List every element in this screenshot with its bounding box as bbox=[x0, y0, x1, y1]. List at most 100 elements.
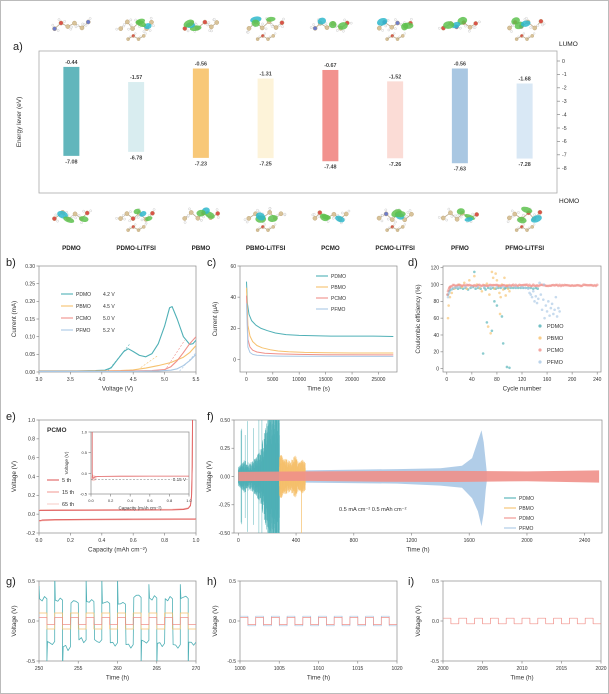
current-time-chart: 0 5000 10000 15000 20000 25000 0 20 40 60 Time (s)… bbox=[212, 264, 398, 392]
noise-PBMO bbox=[279, 454, 306, 533]
svg-text:120: 120 bbox=[431, 265, 440, 271]
svg-text:1000: 1000 bbox=[234, 666, 245, 672]
molecule-glyph bbox=[376, 17, 414, 41]
svg-text:-3: -3 bbox=[562, 99, 567, 105]
svg-text:1015: 1015 bbox=[352, 666, 363, 672]
svg-text:0.5: 0.5 bbox=[81, 450, 87, 455]
svg-text:0.6: 0.6 bbox=[147, 498, 153, 503]
svg-text:PFMO: PFMO bbox=[547, 360, 564, 366]
svg-text:0.5: 0.5 bbox=[432, 579, 439, 585]
molecule-glyph bbox=[51, 17, 92, 32]
svg-text:Time (h): Time (h) bbox=[106, 674, 129, 681]
series-group bbox=[238, 420, 600, 533]
svg-text:Voltage (V): Voltage (V) bbox=[415, 605, 422, 636]
series-PCMO bbox=[240, 617, 397, 625]
panel-label-i: i) bbox=[408, 576, 415, 588]
svg-text:0.0: 0.0 bbox=[88, 498, 94, 503]
molecule-glyph bbox=[182, 18, 220, 33]
svg-text:0.10: 0.10 bbox=[25, 334, 35, 340]
svg-text:10000: 10000 bbox=[292, 377, 306, 383]
svg-text:5.0 V: 5.0 V bbox=[103, 316, 115, 322]
svg-text:5.0: 5.0 bbox=[161, 377, 168, 383]
svg-text:4.0: 4.0 bbox=[98, 377, 105, 383]
panel-label-g: g) bbox=[6, 576, 16, 588]
series-PCMO bbox=[39, 336, 196, 372]
molecule-glyph bbox=[115, 208, 156, 232]
svg-text:-7.48: -7.48 bbox=[324, 165, 336, 171]
svg-text:20: 20 bbox=[433, 350, 439, 356]
svg-text:PBMO: PBMO bbox=[547, 336, 564, 342]
svg-text:40: 40 bbox=[230, 295, 236, 301]
svg-text:20: 20 bbox=[230, 326, 236, 332]
svg-text:PCMO: PCMO bbox=[331, 296, 346, 302]
svg-text:0.30: 0.30 bbox=[25, 264, 35, 270]
svg-text:-6: -6 bbox=[562, 139, 567, 145]
svg-text:265: 265 bbox=[153, 666, 162, 672]
svg-text:0.5 mA cm⁻² 0.5 mAh cm⁻²: 0.5 mA cm⁻² 0.5 mAh cm⁻² bbox=[339, 507, 407, 513]
svg-text:4.2 V: 4.2 V bbox=[103, 292, 115, 298]
svg-text:0: 0 bbox=[562, 59, 565, 65]
svg-text:Voltage (V): Voltage (V) bbox=[206, 461, 213, 492]
svg-text:2010: 2010 bbox=[516, 666, 527, 672]
svg-text:0.2: 0.2 bbox=[67, 538, 74, 544]
svg-text:PFMO: PFMO bbox=[451, 245, 469, 252]
molecule-glyph bbox=[246, 16, 285, 41]
svg-text:2000: 2000 bbox=[437, 666, 448, 672]
svg-text:0.50: 0.50 bbox=[220, 418, 230, 424]
molecule-glyph bbox=[376, 208, 414, 232]
series-group bbox=[39, 420, 196, 522]
svg-text:0.0: 0.0 bbox=[432, 619, 439, 625]
svg-text:PFMO-LiTFSI: PFMO-LiTFSI bbox=[505, 245, 544, 252]
axes: 2000 2005 2010 2015 2020 -0.5 0.0 0.5 Time (h) Vo… bbox=[415, 579, 607, 682]
series-group bbox=[443, 617, 601, 625]
svg-text:0.00: 0.00 bbox=[220, 474, 230, 480]
svg-text:5.5: 5.5 bbox=[193, 377, 200, 383]
series-group bbox=[39, 306, 196, 372]
svg-text:-0.5: -0.5 bbox=[26, 659, 35, 665]
svg-text:PBMO: PBMO bbox=[519, 506, 534, 512]
svg-text:15 th: 15 th bbox=[62, 490, 74, 496]
panel-d-coulombic-efficiency: 0 40 80 120 160 200 240 0 20 40 60 80 100 120 Cycle nu… bbox=[405, 254, 608, 406]
panel-h-cycling-zoom-1000: 1000 1005 1010 1015 1020 -0.5 0.0 0.5 Time (h) Vo… bbox=[204, 573, 405, 693]
panel-label-d: d) bbox=[408, 257, 418, 269]
svg-text:-4: -4 bbox=[562, 112, 567, 118]
svg-text:0.6: 0.6 bbox=[130, 538, 137, 544]
svg-text:PFMO: PFMO bbox=[519, 526, 534, 532]
cycling-zoom-chart-g: 250 255 260 265 270 -0.5 0.0 0.5 Time (h) Voltage… bbox=[11, 579, 200, 682]
svg-text:PCMO: PCMO bbox=[76, 316, 91, 322]
svg-text:0.4: 0.4 bbox=[28, 474, 35, 480]
svg-text:Time (h): Time (h) bbox=[307, 674, 330, 681]
svg-text:1.0: 1.0 bbox=[81, 429, 87, 434]
svg-text:Voltage (V): Voltage (V) bbox=[102, 385, 133, 392]
band-PDMO-2 bbox=[238, 470, 600, 483]
series-group bbox=[39, 581, 196, 661]
svg-text:Time (h): Time (h) bbox=[510, 674, 533, 681]
svg-text:2015: 2015 bbox=[556, 666, 567, 672]
svg-text:Voltage (V): Voltage (V) bbox=[11, 461, 18, 492]
svg-text:40: 40 bbox=[469, 377, 475, 383]
svg-text:0.8: 0.8 bbox=[28, 437, 35, 443]
svg-text:-6.78: -6.78 bbox=[130, 155, 142, 161]
svg-text:1010: 1010 bbox=[313, 666, 324, 672]
svg-text:60: 60 bbox=[433, 316, 439, 322]
panel-a-energy-levels: 0 -1 -2 -3 -4 -5 -6 -7 -8 LUMO HOMO Energy lever (e… bbox=[1, 1, 608, 254]
svg-text:PDMO: PDMO bbox=[519, 496, 534, 502]
svg-text:Voltage (V): Voltage (V) bbox=[212, 605, 219, 636]
svg-text:PBMO: PBMO bbox=[331, 285, 346, 291]
svg-text:0.0: 0.0 bbox=[28, 619, 35, 625]
legend: PDMO PBMO PDMO PFMO bbox=[504, 496, 534, 532]
svg-text:PDMO: PDMO bbox=[547, 324, 564, 330]
svg-text:-8: -8 bbox=[562, 166, 567, 172]
svg-text:0.0: 0.0 bbox=[81, 471, 87, 476]
svg-text:PDMO-LiTFSI: PDMO-LiTFSI bbox=[116, 245, 156, 252]
svg-text:LUMO: LUMO bbox=[559, 41, 578, 48]
axes: 1000 1005 1010 1015 1020 -0.5 0.0 0.5 Time (h) Vo… bbox=[212, 579, 403, 682]
svg-text:100: 100 bbox=[431, 282, 440, 288]
svg-text:0.15: 0.15 bbox=[25, 317, 35, 323]
svg-text:-7.25: -7.25 bbox=[259, 162, 271, 168]
series-PDMO bbox=[246, 281, 394, 337]
svg-text:4.5: 4.5 bbox=[130, 377, 137, 383]
svg-text:0.2: 0.2 bbox=[28, 493, 35, 499]
panel-f-cycling: 0 400 800 1200 1600 2000 2400 -0.50 -0.25 0.00 0.2… bbox=[204, 406, 608, 573]
series-PCMO bbox=[443, 617, 601, 625]
